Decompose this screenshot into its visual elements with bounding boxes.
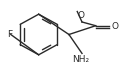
Text: O: O (112, 22, 119, 31)
Text: F: F (7, 30, 12, 39)
Text: NH₂: NH₂ (72, 55, 89, 64)
Text: O: O (78, 11, 85, 20)
